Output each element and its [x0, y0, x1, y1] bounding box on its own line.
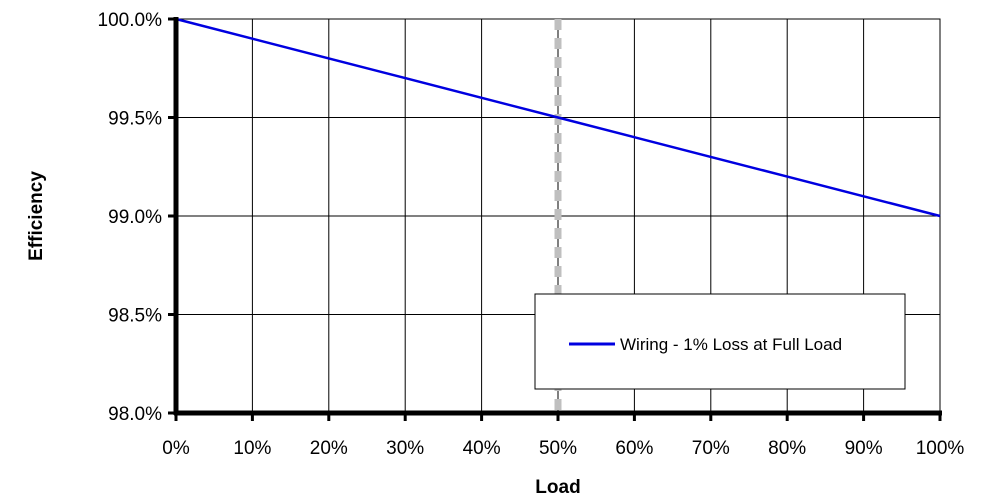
legend-box [534, 293, 906, 390]
y-tick-label: 98.0% [108, 404, 162, 425]
x-tick-label: 70% [692, 438, 730, 459]
x-tick-label: 90% [845, 438, 883, 459]
y-tick-label: 100.0% [98, 10, 163, 31]
x-tick-label: 40% [463, 438, 501, 459]
x-tick-label: 100% [916, 438, 965, 459]
legend: Wiring - 1% Loss at Full Load [534, 293, 906, 390]
y-tick-label: 99.0% [108, 207, 162, 228]
y-tick-label: 99.5% [108, 109, 162, 130]
x-tick-label: 0% [162, 438, 190, 459]
x-tick-label: 60% [615, 438, 653, 459]
series-layer [175, 17, 941, 218]
legend-label: Wiring - 1% Loss at Full Load [620, 335, 842, 354]
x-tick-label: 80% [768, 438, 806, 459]
series-line [175, 17, 941, 218]
x-tick-label: 50% [539, 438, 577, 459]
x-tick-label: 30% [386, 438, 424, 459]
x-axis-title: Load [535, 477, 580, 498]
x-tick-label: 10% [233, 438, 271, 459]
axes [168, 17, 942, 421]
y-tick-label: 98.5% [108, 306, 162, 327]
y-axis-title: Efficiency [26, 171, 47, 261]
x-tick-label: 20% [310, 438, 348, 459]
tick-labels: 0% 10% 20% 30% 40% 50% 60% 70% 80% 90% 100% 98.0% 98… [98, 10, 965, 459]
